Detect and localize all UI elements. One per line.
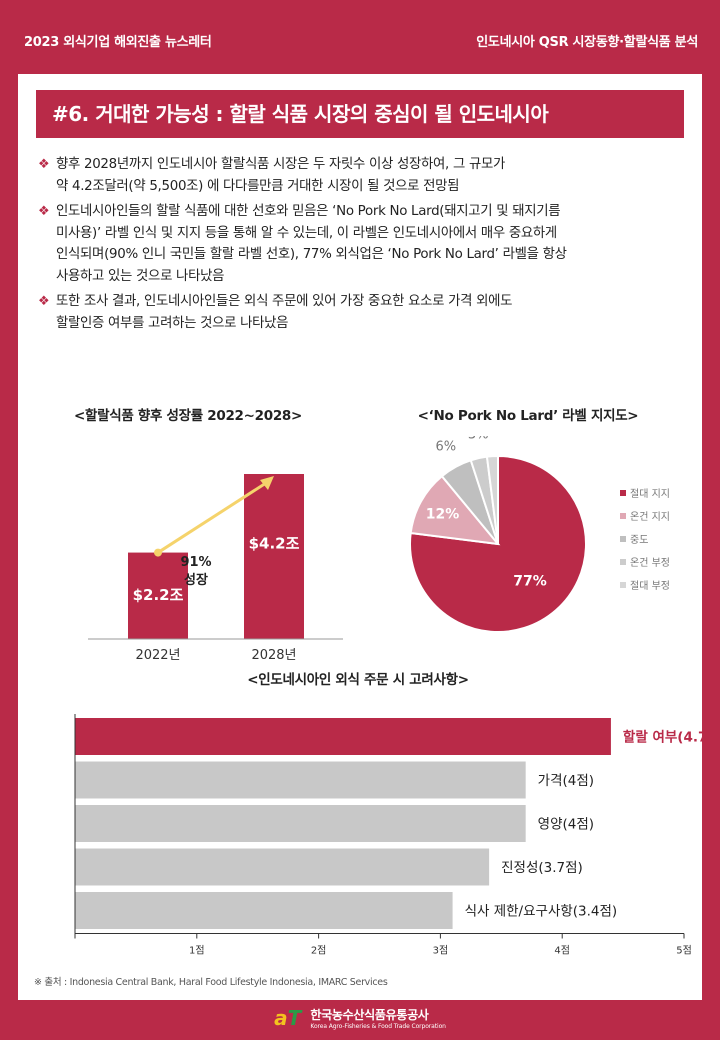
- factors-chart: 할랄 여부(4.7점) 가격(4점) 영양(4점) 진정성(3.7점) 식사 제한/요구…: [74, 714, 702, 957]
- bullet-item: ❖ 향후 2028년까지 인도네시아 할랄식품 시장은 두 자릿수 이상 성장하여…: [38, 154, 688, 197]
- growth-bar: [244, 474, 304, 639]
- growth-bar: [128, 552, 188, 639]
- org-name-en: Korea Agro-Fisheries & Food Trade Corpor…: [310, 1023, 446, 1030]
- pie-slice: [409, 474, 501, 546]
- legend-swatch: [620, 536, 626, 542]
- factors-tick-label: 3점: [433, 945, 449, 957]
- legend-label: 절대 부정: [630, 579, 670, 592]
- factors-tick-label: 1점: [189, 945, 205, 957]
- at-logo-icon: aT: [274, 1006, 302, 1030]
- pie-slice: [485, 454, 499, 545]
- factor-bar: [75, 805, 526, 842]
- bullet-item: ❖ 또한 조사 결과, 인도네시아인들은 외식 주문에 있어 가장 중요한 요소로…: [38, 291, 688, 334]
- footer-logo: aT 한국농수산식품유통공사 Korea Agro-Fisheries & Fo…: [0, 1006, 720, 1034]
- arrow-head-icon: [260, 476, 274, 490]
- bullet-line: 인도네시아인들의 할랄 식품에 대한 선호와 믿음은 ‘No Pork No L…: [56, 204, 561, 219]
- diamond-bullet-icon: ❖: [38, 204, 50, 219]
- pie-chart-title: <‘No Pork No Lard’ 라벨 지지도>: [417, 408, 639, 424]
- factor-bar: [75, 848, 490, 886]
- legend-swatch: [620, 513, 626, 519]
- bullet-line: 약 4.2조달러(약 5,500조) 에 다다를만큼 거대한 시장이 될 것으로…: [56, 178, 460, 194]
- pie-data-label: 2%: [491, 436, 512, 440]
- newsletter-title: 2023 외식기업 해외진출 뉴스레터: [24, 35, 212, 50]
- pie-data-label: 77%: [513, 573, 547, 589]
- diamond-bullet-icon: ❖: [38, 157, 50, 172]
- bullet-item: ❖ 인도네시아인들의 할랄 식품에 대한 선호와 믿음은 ‘No Pork No …: [38, 201, 688, 287]
- factor-bar: [75, 892, 453, 929]
- factor-label: 가격(4점): [538, 773, 594, 789]
- bullet-line: 미사용)’ 라벨 인식 및 지지 등을 통해 알 수 있는데, 이 라벨은 인도…: [56, 225, 557, 241]
- growth-annotation: 성장: [184, 572, 208, 588]
- report-title: 인도네시아 QSR 시장동향·할랄식품 분석: [476, 35, 698, 50]
- factors-tick-label: 5점: [676, 945, 692, 957]
- factor-label: 영양(4점): [538, 817, 594, 833]
- top-bar: 2023 외식기업 해외진출 뉴스레터 인도네시아 QSR 시장동향·할랄식품 …: [0, 0, 720, 74]
- section-title: #6. 거대한 가능성 : 할랄 식품 시장의 중심이 될 인도네시아: [36, 90, 684, 138]
- factor-bar: [75, 718, 611, 755]
- diamond-bullet-icon: ❖: [38, 294, 50, 309]
- growth-chart: $2.2조 2022년 $4.2조 2028년 91% 성장: [88, 474, 343, 663]
- legend-swatch: [620, 582, 626, 588]
- factors-tick-label: 2점: [311, 945, 327, 957]
- content-panel: #6. 거대한 가능성 : 할랄 식품 시장의 중심이 될 인도네시아 ❖ 향후 …: [18, 74, 702, 1000]
- pie-data-label: 6%: [436, 439, 457, 454]
- growth-annotation: 91%: [180, 555, 211, 570]
- growth-bar-value: $4.2조: [249, 534, 300, 552]
- factor-bar: [75, 761, 526, 799]
- org-name-ko: 한국농수산식품유통공사: [310, 1008, 429, 1022]
- pie-data-label: 3%: [468, 436, 489, 442]
- factors-chart-title: <인도네시아인 외식 주문 시 고려사항>: [247, 672, 469, 688]
- factor-label: 할랄 여부(4.7점): [623, 729, 702, 746]
- growth-x-label: 2028년: [251, 648, 296, 663]
- growth-arrow-start: [154, 548, 162, 557]
- pie-data-label: 12%: [426, 506, 460, 522]
- factor-label: 진정성(3.7점): [501, 860, 583, 876]
- bullet-line: 인식되며(90% 인니 국민들 할랄 라벨 선호), 77% 외식업은 ‘No …: [56, 247, 567, 262]
- growth-arrow: [157, 481, 267, 554]
- growth-chart-title: <할랄식품 향후 성장률 2022~2028>: [73, 408, 303, 424]
- source-note: ※ 출처 : Indonesia Central Bank, Haral Foo…: [34, 977, 388, 988]
- growth-x-label: 2022년: [135, 648, 180, 663]
- bullet-line: 향후 2028년까지 인도네시아 할랄식품 시장은 두 자릿수 이상 성장하여,…: [56, 157, 505, 172]
- factors-tick-label: 4점: [554, 945, 570, 957]
- legend-label: 중도: [630, 534, 648, 546]
- bullet-line: 사용하고 있는 것으로 나타났음: [56, 268, 225, 284]
- bullet-line: 또한 조사 결과, 인도네시아인들은 외식 주문에 있어 가장 중요한 요소로 …: [56, 294, 513, 309]
- bullet-line: 할랄인증 여부를 고려하는 것으로 나타났음: [56, 315, 289, 331]
- legend-label: 온건 부정: [630, 557, 670, 569]
- growth-bar-value: $2.2조: [133, 586, 184, 604]
- legend-label: 절대 지지: [630, 487, 670, 500]
- bullet-list: ❖ 향후 2028년까지 인도네시아 할랄식품 시장은 두 자릿수 이상 성장하여…: [38, 154, 688, 338]
- legend-swatch: [620, 490, 626, 496]
- legend-label: 온건 지지: [630, 511, 670, 523]
- legend-swatch: [620, 559, 626, 565]
- factor-label: 식사 제한/요구사항(3.4점): [465, 904, 618, 920]
